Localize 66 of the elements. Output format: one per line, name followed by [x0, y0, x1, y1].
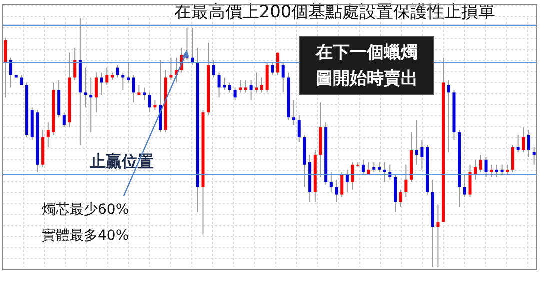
candlestick — [106, 67, 109, 86]
ref-line-label: 止贏位置 — [89, 152, 154, 171]
candlestick — [218, 72, 221, 98]
candlestick — [234, 87, 237, 101]
candlestick — [143, 87, 146, 101]
candlestick — [148, 92, 152, 114]
candlestick — [100, 72, 104, 96]
candlestick — [399, 189, 402, 208]
candlestick — [228, 82, 232, 94]
candlestick — [474, 159, 478, 180]
candlestick — [527, 130, 530, 158]
candlestick — [383, 162, 386, 183]
candlestick — [362, 159, 365, 176]
candlestick — [255, 72, 258, 94]
candlestick — [250, 80, 253, 101]
candlestick — [490, 164, 494, 178]
candlestick — [260, 77, 264, 94]
annotation: 實體最多40% — [42, 228, 130, 244]
candlestick — [84, 67, 88, 108]
candlestick — [500, 164, 504, 176]
candlestick — [132, 74, 136, 104]
candlestick — [94, 72, 98, 114]
candlestick — [116, 64, 120, 78]
candlestick — [330, 172, 333, 193]
candlestick — [372, 162, 376, 173]
candlestick — [10, 57, 13, 88]
candlestick — [378, 162, 381, 173]
candlestick — [532, 146, 536, 166]
candlestick — [154, 100, 157, 111]
candlestick — [271, 62, 274, 76]
candlestick — [351, 162, 354, 190]
candlestick — [404, 164, 408, 198]
candlestick — [506, 164, 510, 176]
candlestick — [4, 37, 8, 98]
candlestick — [447, 80, 450, 153]
candlestick — [292, 100, 296, 126]
candlestick — [340, 172, 344, 198]
candlestick — [479, 154, 482, 173]
candlestick — [62, 112, 66, 128]
candlestick — [367, 162, 370, 176]
candlestick — [346, 169, 349, 193]
candlestick — [516, 134, 520, 153]
candlestick — [170, 57, 173, 81]
candlestick — [522, 127, 526, 153]
candlestick — [46, 122, 50, 148]
candlestick — [126, 62, 130, 84]
candlestick — [468, 164, 472, 198]
candlestick — [122, 72, 125, 91]
candlestick — [90, 77, 93, 134]
candlestick — [463, 174, 466, 198]
candlestick — [282, 62, 285, 94]
candlestick — [415, 120, 418, 166]
annotation: 燭芯最少60% — [42, 202, 130, 218]
candlestick — [244, 80, 248, 94]
candlestick — [298, 114, 301, 143]
candlestick — [511, 144, 514, 173]
candlestick — [74, 47, 77, 81]
candlestick — [239, 80, 242, 94]
candlestick — [484, 156, 488, 178]
candlestick — [335, 179, 338, 203]
ref-line-label: 在下一個蠟燭圖開始時賣出 — [315, 42, 418, 89]
candlestick — [223, 77, 226, 91]
candlestick — [212, 60, 216, 78]
candlestick — [436, 204, 440, 267]
candlestick — [420, 140, 424, 170]
candlestick — [495, 164, 498, 178]
